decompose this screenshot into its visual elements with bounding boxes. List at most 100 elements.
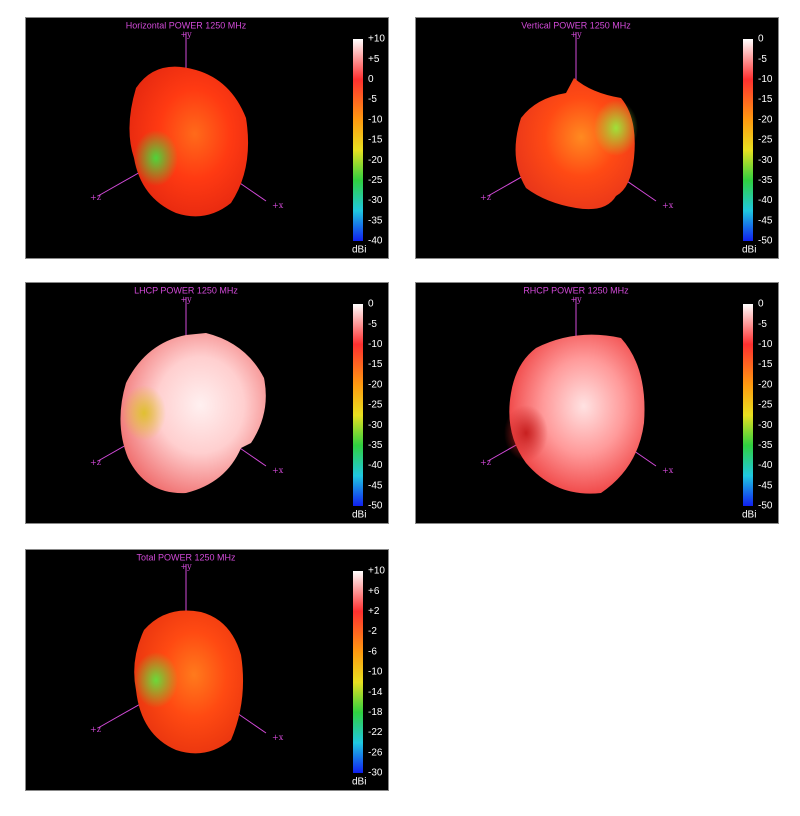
colorbar-tick-label: -50 [758,236,773,247]
colorbar-tick-label: -30 [368,195,383,206]
axis-label: +y [570,30,582,39]
axis-label: +y [180,295,192,304]
colorbar-tick-label: -25 [368,175,383,186]
colorbar-unit: dBi [742,245,756,256]
pattern-plot: RHCP POWER 1250 MHz+y +x +z 0 -5 -10 -15 -20 -25… [480,285,773,520]
pattern-plot: Total POWER 1250 MHz+y +x +z +10 +6 +2 -2 -6 -10… [90,552,385,788]
panel: Vertical POWER 1250 MHz +y +x +z 0 -5 -10 -15 -2… [415,17,779,259]
panel: LHCP POWER 1250 MHz +y +x +z 0 -5 -10 -15 -20 -25… [25,282,389,524]
colorbar-tick-label: -5 [758,54,767,65]
colorbar-tick-label: -20 [758,114,773,125]
colorbar-tick-label: -10 [368,114,383,125]
colorbar-tick-label: -25 [758,400,773,411]
pattern-blob [509,334,645,494]
colorbar-tick-label: -5 [758,319,767,330]
colorbar-tick-label: -45 [758,480,773,491]
colorbar-tick-label: -40 [368,236,383,247]
pattern-hotspot [122,385,166,441]
panel-title: LHCP POWER 1250 MHz [134,285,238,295]
colorbar-tick-label: -22 [368,727,383,738]
colorbar-tick-label: -30 [368,420,383,431]
axis-label: +x [272,466,284,475]
pattern-hotspot [134,652,178,708]
colorbar-tick-label: 0 [368,74,374,85]
colorbar-tick-label: 0 [368,299,374,310]
axis-label: +z [90,725,101,734]
axis-label: +y [570,295,582,304]
colorbar-tick-label: -15 [758,359,773,370]
colorbar-tick-label: -14 [368,687,383,698]
colorbar-tick-label: -20 [368,155,383,166]
pattern-hotspot [594,100,638,156]
colorbar-tick-label: +10 [368,566,385,577]
pattern-hotspot [134,130,178,186]
colorbar [353,39,363,241]
colorbar-tick-label: -25 [758,135,773,146]
colorbar-tick-label: -20 [758,379,773,390]
axis-label: +y [180,562,192,571]
axis-label: +x [662,466,674,475]
colorbar-tick-label: -5 [368,94,377,105]
axis-label: +z [90,193,101,202]
colorbar-tick-label: -35 [368,440,383,451]
axis-label: +x [662,201,674,210]
colorbar-tick-label: -2 [368,626,377,637]
colorbar-tick-label: -25 [368,400,383,411]
colorbar-tick-label: -30 [368,768,383,779]
panel: RHCP POWER 1250 MHz +y +x +z 0 -5 -10 -15 -20 -25… [415,282,779,524]
colorbar [743,304,753,506]
pattern-plot: Horizontal POWER 1250 MHz+y +x +z +10 +5 0 -5 -… [90,20,385,256]
colorbar-tick-label: -30 [758,420,773,431]
colorbar-tick-label: -40 [758,460,773,471]
colorbar-tick-label: -6 [368,646,377,657]
pattern-blob [120,333,266,494]
colorbar-tick-label: -5 [368,319,377,330]
panel-title: Total POWER 1250 MHz [136,552,236,562]
colorbar-tick-label: -26 [368,747,383,758]
panel-title: Vertical POWER 1250 MHz [521,20,631,30]
colorbar-tick-label: -45 [758,215,773,226]
colorbar-tick-label: -15 [758,94,773,105]
pattern-plot: Vertical POWER 1250 MHz+y +x +z 0 -5 -10 -15 -2… [480,20,773,256]
colorbar-tick-label: -50 [758,501,773,512]
colorbar-tick-label: -20 [368,379,383,390]
colorbar-tick-label: -45 [368,480,383,491]
axis-label: +x [272,733,284,742]
colorbar-tick-label: -35 [758,440,773,451]
colorbar-tick-label: -35 [758,175,773,186]
colorbar-tick-label: -10 [758,74,773,85]
colorbar-tick-label: +2 [368,606,380,617]
axis-label: +z [90,458,101,467]
panel: Horizontal POWER 1250 MHz +y +x +z +10 +5 0 -5 -… [25,17,389,259]
axis-label: +x [272,201,284,210]
panel-title: Horizontal POWER 1250 MHz [126,20,247,30]
colorbar-tick-label: +5 [368,54,380,65]
colorbar-tick-label: +10 [368,34,385,45]
colorbar-tick-label: -35 [368,215,383,226]
colorbar-tick-label: -10 [368,339,383,350]
axis-label: +z [480,458,491,467]
panel-title: RHCP POWER 1250 MHz [523,285,629,295]
colorbar-unit: dBi [352,245,366,256]
colorbar-tick-label: +6 [368,586,380,597]
axis-label: +z [480,193,491,202]
pattern-blob [134,610,244,754]
colorbar-tick-label: 0 [758,34,764,45]
colorbar-tick-label: -10 [368,667,383,678]
axis-label: +y [180,30,192,39]
colorbar-tick-label: 0 [758,299,764,310]
pattern-plot: LHCP POWER 1250 MHz+y +x +z 0 -5 -10 -15 -20 -25… [90,285,383,521]
colorbar-tick-label: -40 [758,195,773,206]
colorbar-tick-label: -10 [758,339,773,350]
colorbar-unit: dBi [352,777,366,788]
colorbar-tick-label: -40 [368,460,383,471]
colorbar-tick-label: -15 [368,359,383,370]
colorbar [353,571,363,773]
panel: Total POWER 1250 MHz +y +x +z +10 +6 +2 -2 -6 -10… [25,549,389,791]
colorbar-unit: dBi [352,510,366,521]
pattern-hotspot [504,405,548,461]
colorbar-tick-label: -18 [368,707,383,718]
colorbar [353,304,363,506]
colorbar-tick-label: -30 [758,155,773,166]
